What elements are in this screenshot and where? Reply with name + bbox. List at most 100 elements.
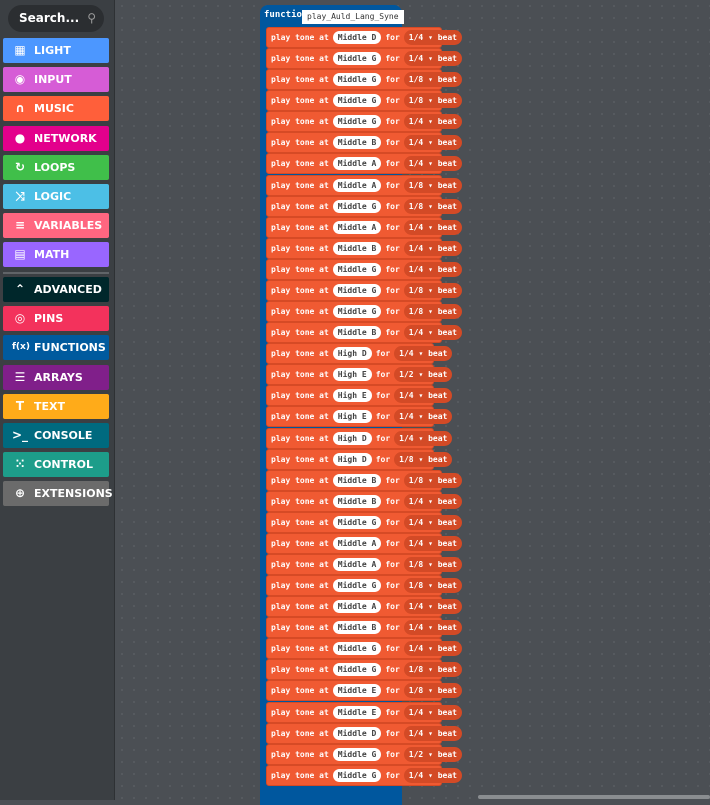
beat-dropdown[interactable]: 1/4 ▾ beat — [394, 346, 453, 362]
beat-dropdown[interactable]: 1/4 ▾ beat — [394, 430, 453, 446]
category-functions[interactable]: f(x) FUNCTIONS — [3, 335, 109, 361]
function-name-field[interactable]: play_Auld_Lang_Syne — [302, 10, 404, 24]
beat-dropdown[interactable]: 1/8 ▾ beat — [403, 72, 462, 88]
beat-dropdown[interactable]: 1/4 ▾ beat — [403, 240, 462, 256]
note-field[interactable]: Middle B — [332, 326, 382, 340]
note-field[interactable]: Middle E — [332, 705, 382, 719]
beat-dropdown[interactable]: 1/4 ▾ beat — [394, 409, 453, 425]
note-field[interactable]: High D — [332, 452, 372, 466]
note-field[interactable]: Middle G — [332, 515, 382, 529]
note-field[interactable]: Middle G — [332, 262, 382, 276]
note-field[interactable]: Middle A — [332, 178, 382, 192]
note-field[interactable]: High E — [332, 368, 372, 382]
beat-dropdown[interactable]: 1/2 ▾ beat — [403, 746, 462, 762]
beat-dropdown[interactable]: 1/4 ▾ beat — [403, 325, 462, 341]
beat-dropdown[interactable]: 1/4 ▾ beat — [403, 114, 462, 130]
category-light[interactable]: ▦ LIGHT — [3, 38, 109, 63]
note-field[interactable]: High E — [332, 410, 372, 424]
search-input[interactable]: Search... ⚲ — [8, 5, 104, 32]
beat-dropdown[interactable]: 1/4 ▾ beat — [403, 219, 462, 235]
beat-dropdown[interactable]: 1/8 ▾ beat — [403, 472, 462, 488]
beat-dropdown[interactable]: 1/2 ▾ beat — [394, 367, 453, 383]
beat-dropdown[interactable]: 1/8 ▾ beat — [394, 451, 453, 467]
note-field[interactable]: Middle G — [332, 642, 382, 656]
beat-dropdown[interactable]: 1/8 ▾ beat — [403, 198, 462, 214]
beat-dropdown[interactable]: 1/4 ▾ beat — [403, 599, 462, 615]
note-field[interactable]: Middle G — [332, 283, 382, 297]
beat-dropdown[interactable]: 1/8 ▾ beat — [403, 662, 462, 678]
note-field[interactable]: Middle G — [332, 115, 382, 129]
category-pins[interactable]: ◎ PINS — [3, 306, 109, 332]
category-variables[interactable]: ≡ VARIABLES — [3, 213, 109, 239]
category-text[interactable]: T TEXT — [3, 393, 109, 419]
note-field[interactable]: Middle D — [332, 726, 382, 740]
beat-dropdown[interactable]: 1/8 ▾ beat — [403, 578, 462, 594]
beat-dropdown[interactable]: 1/4 ▾ beat — [403, 767, 462, 783]
note-field[interactable]: Middle E — [332, 684, 382, 698]
beat-dropdown[interactable]: 1/4 ▾ beat — [403, 30, 462, 45]
beat-dropdown[interactable]: 1/4 ▾ beat — [403, 535, 462, 551]
beat-dropdown[interactable]: 1/4 ▾ beat — [403, 261, 462, 277]
category-console[interactable]: >_ CONSOLE — [3, 423, 109, 448]
note-field[interactable]: Middle A — [332, 220, 382, 234]
category-arrays[interactable]: ☰ ARRAYS — [3, 364, 109, 390]
beat-dropdown[interactable]: 1/4 ▾ beat — [403, 620, 462, 636]
note-field[interactable]: Middle G — [332, 579, 382, 593]
category-control[interactable]: ⁙ CONTROL — [3, 452, 109, 478]
note-field[interactable]: Middle G — [332, 768, 382, 782]
beat-dropdown[interactable]: 1/4 ▾ beat — [403, 704, 462, 720]
note-field[interactable]: High E — [332, 389, 372, 403]
beat-dropdown[interactable]: 1/8 ▾ beat — [403, 177, 462, 193]
note-field[interactable]: Middle G — [332, 73, 382, 87]
note-field[interactable]: Middle D — [332, 31, 382, 44]
beat-dropdown[interactable]: 1/4 ▾ beat — [403, 51, 462, 67]
category-input[interactable]: ◉ INPUT — [3, 67, 109, 93]
note-field[interactable]: Middle G — [332, 663, 382, 677]
category-network[interactable]: ● NETWORK — [3, 125, 109, 151]
note-field[interactable]: Middle B — [332, 136, 382, 150]
horizontal-scrollbar[interactable] — [478, 795, 710, 799]
beat-dropdown[interactable]: 1/8 ▾ beat — [403, 683, 462, 699]
note-field[interactable]: Middle B — [332, 494, 382, 508]
beat-dropdown[interactable]: 1/4 ▾ beat — [403, 156, 462, 172]
note-field[interactable]: Middle B — [332, 473, 382, 487]
note-field[interactable]: Middle A — [332, 600, 382, 614]
category-extensions[interactable]: ⊕ EXTENSIONS — [3, 481, 113, 507]
category-logic[interactable]: ⤨ LOGIC — [3, 184, 109, 209]
note-field[interactable]: Middle B — [332, 241, 382, 255]
note-field[interactable]: Middle A — [332, 536, 382, 550]
beat-dropdown[interactable]: 1/4 ▾ beat — [403, 725, 462, 741]
beat-dropdown[interactable]: 1/4 ▾ beat — [403, 135, 462, 151]
note-field[interactable]: Middle G — [332, 94, 382, 108]
note-field[interactable]: Middle G — [332, 747, 382, 761]
note-field[interactable]: Middle G — [332, 305, 382, 319]
note-field[interactable]: Middle B — [332, 621, 382, 635]
beat-dropdown[interactable]: 1/4 ▾ beat — [394, 388, 453, 404]
note-field[interactable]: Middle A — [332, 157, 382, 171]
beat-dropdown[interactable]: 1/4 ▾ beat — [403, 641, 462, 657]
